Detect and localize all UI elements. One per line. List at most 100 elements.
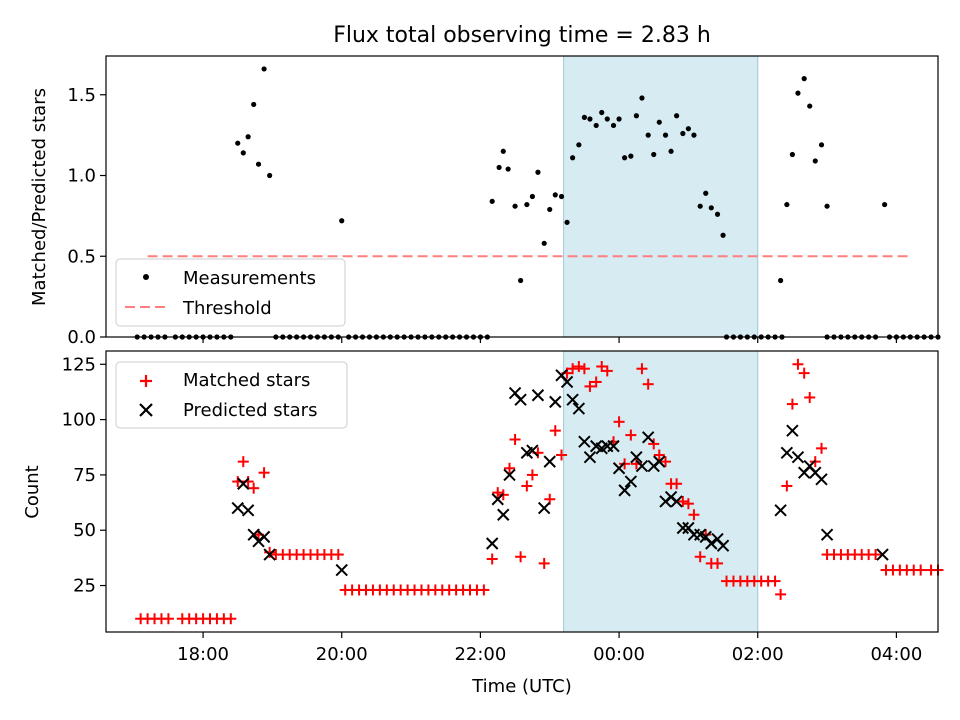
measurement-point: [818, 142, 825, 148]
matched-star-point: [515, 551, 527, 563]
measurement-point: [564, 219, 570, 225]
predicted-star-point: [815, 473, 828, 486]
measurement-point: [235, 140, 241, 146]
matched-star-point: [486, 553, 498, 565]
measurement-point: [581, 114, 588, 120]
matched-star-point: [625, 429, 637, 441]
predicted-star-point: [566, 393, 579, 406]
measurement-point: [518, 277, 524, 284]
predicted-star-point: [641, 431, 655, 444]
predicted-star-point: [676, 521, 690, 535]
predicted-star-point: [231, 501, 244, 515]
matched-star-point: [492, 487, 504, 499]
measurement-point: [674, 113, 680, 119]
y-tick-label: 1.5: [67, 85, 96, 106]
measurement-point: [645, 132, 651, 138]
matched-legend-label: Matched stars: [183, 370, 310, 391]
measurement-point: [500, 148, 506, 154]
predicted-star-point: [624, 475, 638, 488]
top-y-ticks: 0.0 0.5 1.0 1.5: [67, 85, 106, 348]
matched-star-point: [636, 363, 648, 375]
matched-star-point: [688, 509, 700, 521]
matched-star-point: [573, 360, 585, 372]
bottom-panel: 25 50 75 100 125 18:00 20:00 22:00 00:00 02:00 04…: [22, 350, 944, 697]
measurement-point: [505, 166, 511, 172]
measurement-point: [801, 76, 807, 82]
matched-star-point: [556, 449, 568, 461]
matched-star-point: [162, 613, 174, 625]
x-tick-label: 04:00: [870, 644, 922, 665]
x-axis-label: Time (UTC): [471, 676, 572, 697]
matched-star-point: [549, 425, 561, 437]
measurement-point: [610, 122, 617, 129]
measurement-point: [267, 172, 273, 179]
matched-star-point: [694, 551, 706, 563]
predicted-star-point: [543, 455, 556, 468]
predicted-star-point: [491, 493, 504, 506]
y-tick-label: 50: [73, 520, 96, 541]
matched-star-point: [332, 549, 344, 561]
top-plot-frame: [105, 55, 939, 338]
measurement-point: [245, 134, 251, 140]
predicted-star-point: [247, 528, 260, 541]
matched-star-point: [677, 495, 689, 507]
matched-star-point: [521, 480, 533, 492]
matched-star-point: [478, 584, 490, 596]
predicted-star-point: [497, 508, 510, 521]
predicted-star-point: [237, 477, 250, 490]
matched-star-point: [509, 434, 521, 446]
predicted-star-point: [630, 450, 643, 464]
measurement-point: [552, 192, 558, 198]
measurement-point: [784, 201, 790, 208]
predicted-star-point: [335, 563, 348, 577]
matched-star-point: [258, 467, 270, 479]
measurement-point: [593, 122, 599, 129]
matched-star-point: [504, 462, 516, 474]
measurement-point: [529, 193, 536, 200]
matched-star-point: [642, 378, 654, 390]
predicted-star-point: [526, 444, 539, 457]
predicted-stars-points: [231, 369, 889, 577]
measurement-point: [685, 126, 692, 132]
measurement-point: [778, 277, 784, 284]
measurement-point: [633, 113, 640, 119]
matched-star-point: [792, 358, 804, 370]
bottom-y-ticks: 25 50 75 100 125: [62, 354, 106, 597]
matched-star-point: [248, 482, 260, 494]
top-y-axis-label: Matched/Predicted stars: [29, 88, 50, 306]
predicted-star-point: [670, 495, 683, 508]
measurement-point: [587, 116, 593, 122]
matched-star-point: [264, 546, 276, 558]
y-tick-label: 25: [73, 576, 96, 597]
bottom-legend: Matched stars Predicted stars: [115, 361, 348, 429]
measurement-point: [251, 101, 257, 108]
matched-star-point: [613, 416, 625, 428]
measurement-point: [616, 116, 622, 122]
predicted-star-point: [531, 389, 545, 402]
predicted-star-point: [549, 395, 562, 409]
predicted-star-point: [607, 439, 620, 453]
matched-star-point: [786, 398, 798, 410]
matched-star-point: [775, 588, 787, 600]
bottom-legend-box: [115, 361, 348, 429]
measurement-point: [720, 232, 726, 238]
measurement-point: [489, 198, 495, 204]
measurement-point: [651, 151, 657, 158]
predicted-star-point: [560, 375, 574, 389]
measurement-point: [807, 103, 813, 109]
matched-star-point: [648, 438, 660, 450]
measurement-point: [714, 211, 721, 217]
bottom-x-ticks: 18:00 20:00 22:00 00:00 02:00 04:00: [177, 632, 922, 665]
measurements-legend-label: Measurements: [183, 268, 316, 289]
measurement-point: [255, 161, 262, 167]
top-panel: Flux total observing time = 2.83 h 0.00.…: [29, 23, 941, 348]
y-tick-label: 0.5: [67, 246, 96, 267]
bottom-plot-frame: [105, 350, 939, 633]
measurement-point: [535, 169, 541, 175]
top-legend-box: [115, 258, 346, 327]
matched-star-point: [781, 480, 793, 492]
predicted-star-point: [503, 468, 516, 482]
measurement-point: [668, 148, 674, 154]
matched-star-point: [682, 498, 694, 510]
measurement-point: [639, 95, 645, 101]
